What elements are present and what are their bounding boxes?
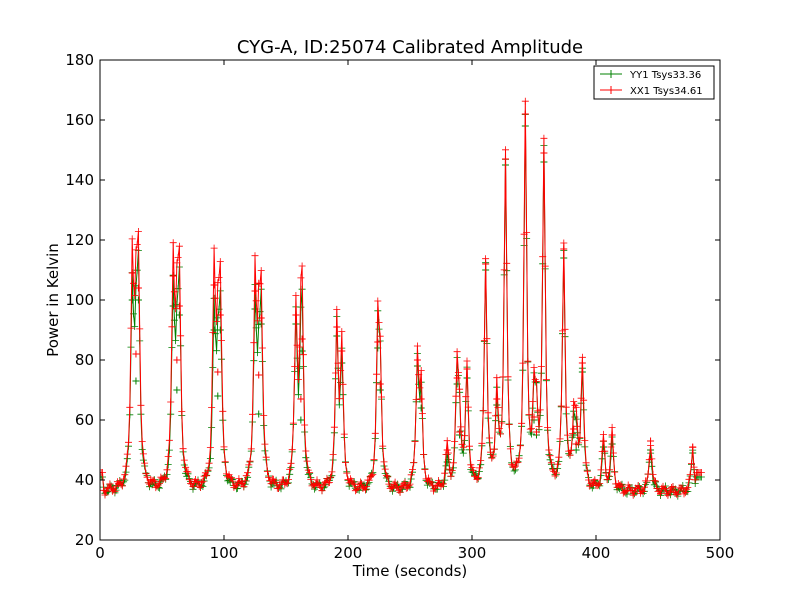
peak-point — [572, 440, 580, 448]
x-axis: 0 100 200 300 400 500 — [95, 60, 734, 562]
peak-point — [175, 311, 183, 319]
peak-point — [216, 326, 224, 334]
peak-point — [482, 260, 490, 268]
peak-point — [540, 149, 548, 157]
y-tick-label: 80 — [75, 351, 94, 369]
peak-point — [175, 302, 183, 310]
peak-point — [214, 368, 222, 376]
y-tick-label: 160 — [65, 111, 94, 129]
y-tick-label: 100 — [65, 291, 94, 309]
peak-point — [128, 269, 136, 277]
peak-point — [214, 392, 222, 400]
peak-point — [570, 425, 578, 433]
peak-point — [255, 371, 263, 379]
peak-point — [251, 287, 259, 295]
x-tick-label: 0 — [95, 544, 105, 562]
peak-point — [493, 395, 501, 403]
peak-point — [578, 359, 586, 367]
peak-point — [298, 335, 306, 343]
peak-point — [647, 437, 655, 445]
peak-point — [599, 443, 607, 451]
peak-point — [173, 386, 181, 394]
legend: YY1 Tsys33.36 XX1 Tsys34.61 — [593, 65, 715, 100]
y-tick-label: 180 — [65, 51, 94, 69]
peak-point — [689, 443, 697, 451]
legend-entry-yy1: YY1 Tsys33.36 — [600, 70, 701, 81]
peak-point — [521, 110, 529, 118]
peak-point — [570, 431, 578, 439]
peak-point — [456, 428, 464, 436]
legend-entry-xx1: XX1 Tsys34.61 — [600, 86, 703, 97]
peak-point — [560, 245, 568, 253]
y-axis-label: Power in Kelvin — [44, 243, 62, 357]
x-tick-label: 300 — [458, 544, 487, 562]
peak-point — [292, 311, 300, 319]
peak-point — [216, 311, 224, 319]
chart-title: CYG-A, ID:25074 Calibrated Amplitude — [237, 37, 583, 58]
peak-point — [251, 305, 259, 313]
y-tick-label: 20 — [75, 531, 94, 549]
x-tick-label: 400 — [582, 544, 611, 562]
peak-point — [132, 350, 140, 358]
peak-point — [376, 386, 384, 394]
peak-point — [413, 356, 421, 364]
peak-point — [417, 404, 425, 412]
peak-point — [501, 155, 509, 163]
legend-label-xx1: XX1 Tsys34.61 — [630, 86, 703, 97]
peak-point — [443, 446, 451, 454]
y-tick-label: 140 — [65, 171, 94, 189]
x-axis-label: Time (seconds) — [352, 562, 468, 580]
peak-point — [417, 395, 425, 403]
y-tick-label: 60 — [75, 411, 94, 429]
peak-point — [333, 323, 341, 331]
peak-point — [530, 413, 538, 421]
y-axis: 20 40 60 80 100 120 140 160 180 — [65, 51, 720, 549]
peak-point — [134, 284, 142, 292]
peak-point — [128, 296, 136, 304]
peak-point — [134, 296, 142, 304]
series-xx1 — [100, 97, 705, 499]
peak-point — [169, 272, 177, 280]
peak-point — [255, 410, 263, 418]
peak-point — [376, 380, 384, 388]
x-tick-label: 100 — [210, 544, 239, 562]
y-tick-label: 120 — [65, 231, 94, 249]
peak-point — [297, 395, 305, 403]
peak-point — [599, 437, 607, 445]
legend-box — [593, 65, 715, 100]
peak-point — [210, 281, 218, 289]
y-tick-label: 40 — [75, 471, 94, 489]
peak-point — [173, 356, 181, 364]
peak-point — [463, 365, 471, 373]
peak-point — [338, 347, 346, 355]
peak-point — [257, 320, 265, 328]
peak-point — [132, 377, 140, 385]
peak-point — [374, 338, 382, 346]
legend-label-yy1: YY1 Tsys33.36 — [629, 70, 701, 81]
x-tick-label: 200 — [334, 544, 363, 562]
peak-point — [453, 374, 461, 382]
peak-point — [608, 440, 616, 448]
legend-marker-xx1 — [607, 86, 615, 94]
x-tick-label: 500 — [706, 544, 735, 562]
peak-point — [532, 428, 540, 436]
peak-point — [608, 431, 616, 439]
series-layer — [100, 97, 705, 500]
peak-point — [257, 314, 265, 322]
series-markers — [100, 97, 705, 499]
legend-marker-yy1 — [607, 70, 615, 78]
peak-point — [297, 416, 305, 424]
